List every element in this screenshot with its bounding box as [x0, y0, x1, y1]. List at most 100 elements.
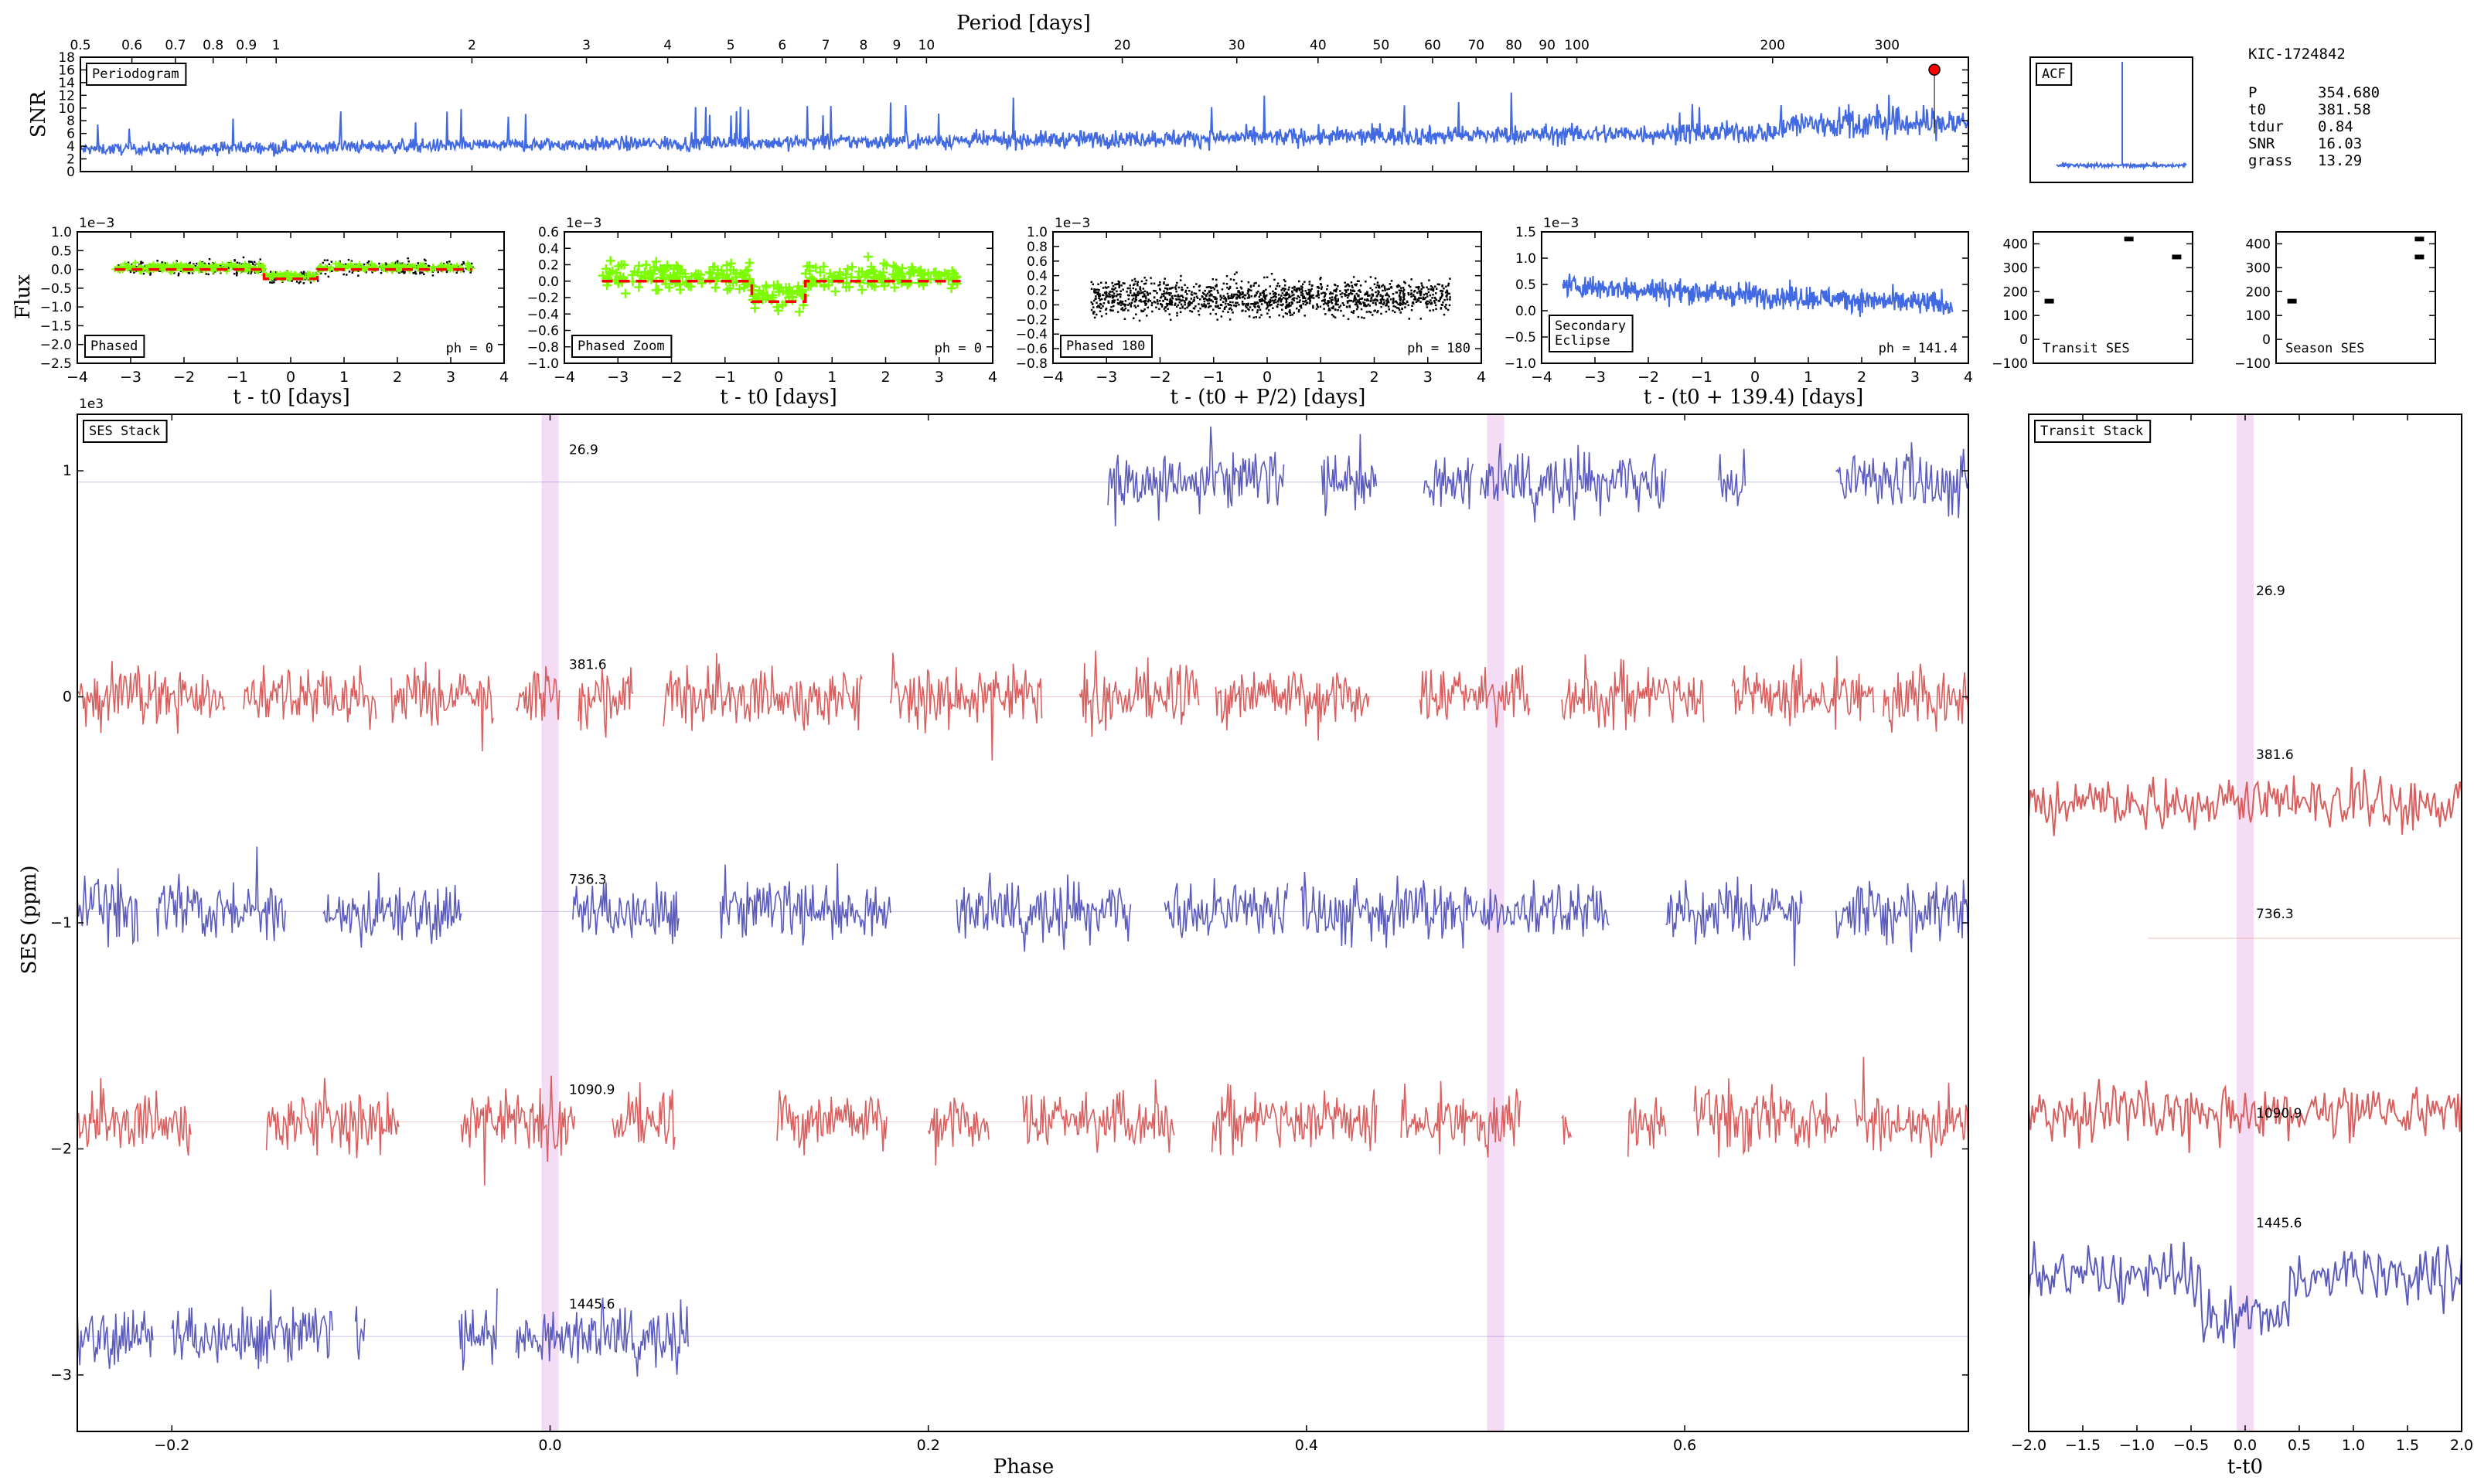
phased-xtick-label: 0: [286, 369, 295, 386]
season-ses-ytick-label: 0: [2262, 332, 2271, 348]
secondary-xtick-label: 2: [1857, 369, 1866, 386]
periodogram-xtick-label: 40: [1310, 38, 1327, 53]
periodogram-xtick-label: 90: [1539, 38, 1556, 53]
transit-stack-row-label: 1090.9: [2256, 1106, 2302, 1122]
ses-stack-ytick-label: −1: [50, 914, 72, 931]
periodogram-tag-text: Periodogram: [92, 66, 179, 82]
periodogram-panel: Period [days] SNR 0.5 0.6 0.7 0.8 0.9 1 2 3 4 5 6 7…: [27, 12, 1969, 180]
phased-xtick-label: 3: [446, 369, 455, 386]
phased-180-ytick-label: 0.8: [1027, 240, 1048, 255]
periodogram-ylabel: SNR: [27, 90, 50, 138]
periodogram-ytick-label: 0: [66, 165, 75, 180]
season-ses-frame: [2275, 231, 2436, 364]
ses-stack-ytick-label: 1: [63, 462, 72, 479]
phased-180-ytick-label: −0.8: [1016, 356, 1048, 372]
periodogram-peak-marker: [1928, 63, 1941, 76]
summary-value: 13.29: [2318, 152, 2362, 169]
phased-180-annotation: ph = 180: [1407, 341, 1470, 356]
transit-stack-row-series: [2028, 767, 2462, 836]
phased-panel: Flux t - t0 [days] −4 −3 −2 −1 0 1 2 3 4 1.0 0.5 0.…: [12, 216, 509, 409]
phased-180-ytick-label: −0.4: [1016, 327, 1048, 342]
phased-zoom-ytick-label: −0.8: [527, 340, 559, 356]
phased-zoom-xlabel: t - t0 [days]: [720, 386, 837, 409]
periodogram-xtick-label: 20: [1114, 38, 1131, 53]
periodogram-xtick-label: 8: [859, 38, 867, 53]
phased-zoom-annotation: ph = 0: [935, 341, 982, 356]
summary-value: 0.84: [2318, 118, 2353, 135]
secondary-xtick-label: −2: [1637, 369, 1659, 386]
phased-zoom-ytick-label: 0.2: [538, 258, 559, 274]
periodogram-xtick-label: 3: [582, 38, 591, 53]
summary-key: grass: [2248, 152, 2292, 169]
summary-title: KIC-1724842: [2248, 46, 2346, 63]
periodogram-xtick-label: 0.8: [203, 38, 223, 53]
periodogram-xtick-label: 50: [1373, 38, 1390, 53]
phased-180-points: [1090, 271, 1451, 322]
ses-stack-row-label: 26.9: [569, 443, 598, 458]
acf-panel: ACF: [2029, 56, 2193, 183]
season-ses-point: [2414, 237, 2425, 242]
phased-xtick-label: 4: [499, 369, 509, 386]
season-ses-ytick-label: 200: [2246, 284, 2271, 300]
transit-ses-tag: Transit SES: [2043, 341, 2130, 356]
transit-stack-row-label: 736.3: [2256, 907, 2294, 922]
phased-180-xtick-label: 3: [1423, 369, 1433, 386]
phased-zoom-exponent: 1e−3: [566, 216, 601, 231]
transit-ses-ytick-label: 300: [2003, 260, 2028, 276]
secondary-exponent: 1e−3: [1543, 216, 1579, 231]
phased-180-ytick-label: 0.2: [1027, 284, 1048, 299]
ses-stack-xtick-label: 0.2: [917, 1437, 940, 1454]
periodogram-xtick-label: 300: [1875, 38, 1900, 53]
transit-stack-xtick-label: 0.0: [2234, 1437, 2257, 1454]
transit-ses-ytick-label: 0: [2019, 332, 2028, 348]
periodogram-ytick-label: 18: [58, 50, 75, 66]
transit-stack-tag-text: Transit Stack: [2040, 424, 2143, 439]
phased-180-xtick-label: 2: [1369, 369, 1378, 386]
periodogram-xtick-label: 200: [1760, 38, 1785, 53]
periodogram-frame: [80, 56, 1969, 172]
summary-value: 354.680: [2318, 84, 2380, 101]
phased-180-tag-box: [1060, 335, 1153, 358]
phased-xtick-label: 1: [339, 369, 349, 386]
ses-stack-ytick-label: −2: [50, 1140, 72, 1157]
periodogram-series: [80, 92, 1969, 158]
summary-block: KIC-1724842 P 354.680 t0 381.58 tdur 0.84 SNR 1…: [2248, 46, 2380, 169]
phased-zoom-ytick-label: 0.0: [538, 274, 559, 290]
ses-stack-xtick-label: 0.0: [538, 1437, 561, 1454]
phased-180-panel: t - (t0 + P/2) [days] −4 −3 −2 −1 0 1 2 3 41.00.…: [1016, 216, 1486, 409]
periodogram-xtick-label: 0.5: [70, 38, 90, 53]
secondary-xtick-label: 4: [1964, 369, 1973, 386]
transit-stack-xtick-label: 1.0: [2342, 1437, 2365, 1454]
ses-stack-row-series: [77, 846, 1969, 966]
phased-180-xtick-label: −3: [1096, 369, 1117, 386]
phased-zoom-binned-points: [598, 252, 962, 317]
periodogram-ytick-label: 4: [66, 139, 75, 155]
phased-180-xtick-label: 4: [1477, 369, 1486, 386]
phased-exponent: 1e−3: [79, 216, 114, 231]
phased-ytick-label: −1.0: [40, 300, 72, 315]
periodogram-ytick-label: 16: [58, 63, 75, 78]
phased-xlabel: t - t0 [days]: [233, 386, 349, 409]
summary-key: tdur: [2248, 118, 2284, 135]
transit-stack-xtick-label: −1.5: [2065, 1437, 2101, 1454]
summary-key: t0: [2248, 101, 2266, 118]
ses-stack-row-series: [1107, 426, 1969, 526]
phased-zoom-xtick-label: −3: [607, 369, 629, 386]
phased-zoom-ytick-label: 0.6: [538, 225, 559, 240]
secondary-xtick-label: 0: [1750, 369, 1760, 386]
periodogram-xtick-label: 0.6: [121, 38, 142, 53]
ses-stack-row-label: 736.3: [569, 872, 607, 887]
phased-180-ytick-label: 0.6: [1027, 254, 1048, 270]
ses-stack-row-label: 1445.6: [569, 1297, 615, 1312]
phased-zoom-xtick-label: 4: [988, 369, 997, 386]
phased-ytick-label: −1.5: [40, 318, 72, 334]
season-ses-point: [2414, 254, 2425, 260]
phased-ytick-label: −0.5: [40, 281, 72, 297]
season-ses-ytick-label: 300: [2246, 260, 2271, 276]
transit-stack-row-series: [2028, 1078, 2462, 1153]
phased-180-xtick-label: −1: [1203, 369, 1225, 386]
periodogram-xtick-label: 100: [1564, 38, 1589, 53]
phased-zoom-ytick-label: −1.0: [527, 356, 559, 372]
ses-stack-exponent: 1e3: [79, 397, 104, 412]
secondary-ytick-label: −1.0: [1505, 356, 1536, 372]
